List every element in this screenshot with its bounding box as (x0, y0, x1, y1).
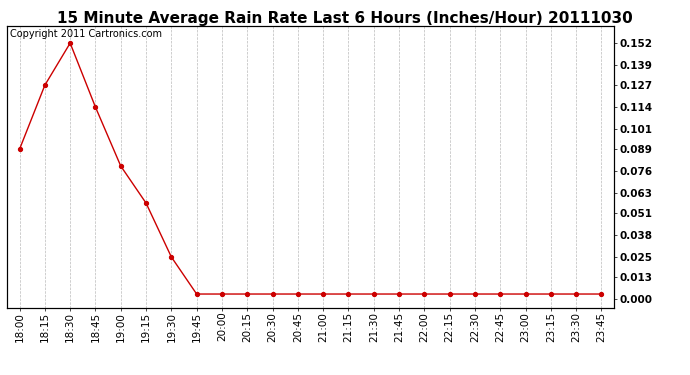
Text: Copyright 2011 Cartronics.com: Copyright 2011 Cartronics.com (10, 29, 162, 39)
Text: 15 Minute Average Rain Rate Last 6 Hours (Inches/Hour) 20111030: 15 Minute Average Rain Rate Last 6 Hours… (57, 11, 633, 26)
